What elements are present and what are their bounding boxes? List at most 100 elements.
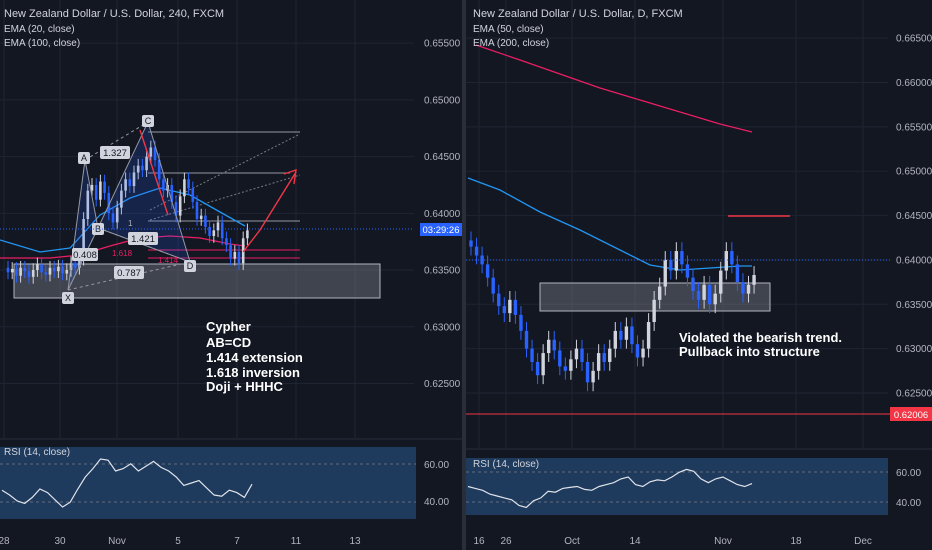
candle-body — [212, 230, 216, 237]
rsi-tick-40-left: 40.00 — [424, 497, 449, 508]
candle-body — [111, 213, 115, 223]
time-tick: 18 — [790, 536, 802, 547]
candle-body — [178, 196, 182, 216]
indicator-ema100: EMA (100, close) — [4, 38, 80, 49]
candle-body — [646, 322, 651, 349]
left-chart-pane[interactable]: A C B D X 1.327 1.421 0.408 0.787 1.618 … — [0, 0, 462, 547]
price-tick: 0.65500 — [896, 122, 932, 133]
candle-body — [635, 344, 640, 358]
annotation-line-inversion: 1.618 inversion — [206, 365, 300, 380]
candle-body — [502, 306, 506, 314]
fib-level-1414: 1.414 — [158, 256, 179, 265]
pane-divider[interactable] — [462, 0, 466, 550]
candle-body — [674, 251, 679, 271]
time-tick: 28 — [0, 536, 10, 547]
time-axis-left[interactable]: 28 30 Nov 5 7 11 13 — [0, 536, 361, 547]
level-badge — [890, 407, 932, 421]
candle-body — [702, 284, 706, 300]
candle-body — [535, 361, 540, 376]
candle-body — [115, 207, 119, 223]
candle-body — [233, 251, 237, 259]
candle-body — [191, 188, 195, 202]
right-chart-pane[interactable]: Violated the bearish trend. Pullback int… — [466, 0, 932, 547]
rsi-tick-40-right: 40.00 — [896, 498, 921, 509]
projection-arrow — [242, 168, 297, 253]
time-tick: Nov — [714, 536, 732, 547]
candle-body — [547, 339, 551, 354]
time-tick: Dec — [854, 536, 872, 547]
candle-body — [735, 264, 740, 283]
candle-body — [183, 179, 186, 197]
rsi-band-left — [0, 447, 416, 519]
candle-body — [204, 215, 207, 227]
candle-body — [157, 159, 161, 180]
candle-body — [120, 190, 123, 208]
candle-body — [36, 264, 39, 271]
ema-20-line — [0, 187, 246, 253]
point-label-c: C — [145, 116, 152, 126]
candle-body — [99, 181, 102, 200]
candle-body — [497, 293, 501, 307]
price-tick: 0.64000 — [424, 209, 461, 220]
candle-body — [696, 290, 701, 300]
candle-body — [491, 277, 495, 294]
candle-body — [480, 255, 484, 265]
time-axis-right[interactable]: 16 26 Oct 14 Nov 18 Dec — [473, 536, 871, 547]
candle-body — [82, 219, 85, 259]
candle-body — [580, 348, 584, 362]
candle-body — [103, 181, 106, 193]
candle-body — [40, 264, 43, 273]
candle-body — [90, 184, 94, 191]
candle-body — [31, 270, 35, 277]
candle-body — [187, 179, 190, 189]
candle-body — [78, 258, 81, 268]
time-tick: 11 — [291, 536, 302, 547]
price-tick: 0.62500 — [424, 379, 461, 390]
pattern-point-labels: A C B D X 1.327 1.421 0.408 0.787 1.618 … — [62, 115, 196, 304]
price-tick: 0.64000 — [896, 255, 932, 266]
candle-body — [65, 270, 69, 274]
price-axis-left[interactable]: 0.65500 0.65000 0.64500 0.64000 0.63500 0.630… — [424, 39, 461, 390]
price-tick: 0.63000 — [424, 322, 461, 333]
candle-body — [613, 330, 617, 349]
candle-body — [558, 350, 562, 367]
candle-body — [94, 184, 98, 200]
price-tick: 0.63500 — [896, 300, 932, 311]
structure-zone-left — [13, 263, 381, 299]
candle-body — [216, 222, 220, 231]
candle-body — [513, 299, 518, 315]
annotation-line-pullback: Pullback into structure — [679, 344, 820, 359]
fib-level-1618: 1.618 — [112, 249, 133, 258]
annotation-line-violated: Violated the bearish trend. — [679, 330, 842, 345]
price-tick: 0.62500 — [896, 388, 932, 399]
candle-body — [23, 267, 27, 272]
candle-body — [149, 147, 153, 157]
candle-body — [44, 272, 48, 275]
candle-body — [530, 348, 534, 362]
candle-body — [569, 359, 573, 371]
candle-body — [541, 353, 545, 376]
annotation-right: Violated the bearish trend. Pullback int… — [679, 330, 842, 359]
candle-body — [237, 251, 241, 264]
candle-body — [61, 266, 64, 274]
price-axis-right[interactable]: 0.66500 0.66000 0.65500 0.65000 0.64500 0.640… — [896, 34, 932, 400]
candle-body — [15, 268, 18, 276]
candle-body — [57, 266, 60, 272]
candle-body — [141, 165, 144, 171]
candle-body — [669, 259, 673, 271]
candle-body — [107, 192, 111, 214]
rsi-tick-60-left: 60.00 — [424, 460, 449, 471]
candle-body — [220, 222, 224, 239]
candle-body — [619, 330, 623, 340]
ratio-label-0408: 0.408 — [73, 250, 97, 261]
candle-body — [469, 240, 473, 247]
time-tick: 14 — [629, 536, 641, 547]
candle-body — [208, 226, 211, 237]
candles-right — [469, 231, 756, 392]
price-tick: 0.64500 — [896, 211, 932, 222]
time-tick: 16 — [473, 536, 485, 547]
candle-body — [225, 238, 228, 246]
time-tick: 5 — [175, 536, 181, 547]
candle-body — [624, 326, 629, 340]
